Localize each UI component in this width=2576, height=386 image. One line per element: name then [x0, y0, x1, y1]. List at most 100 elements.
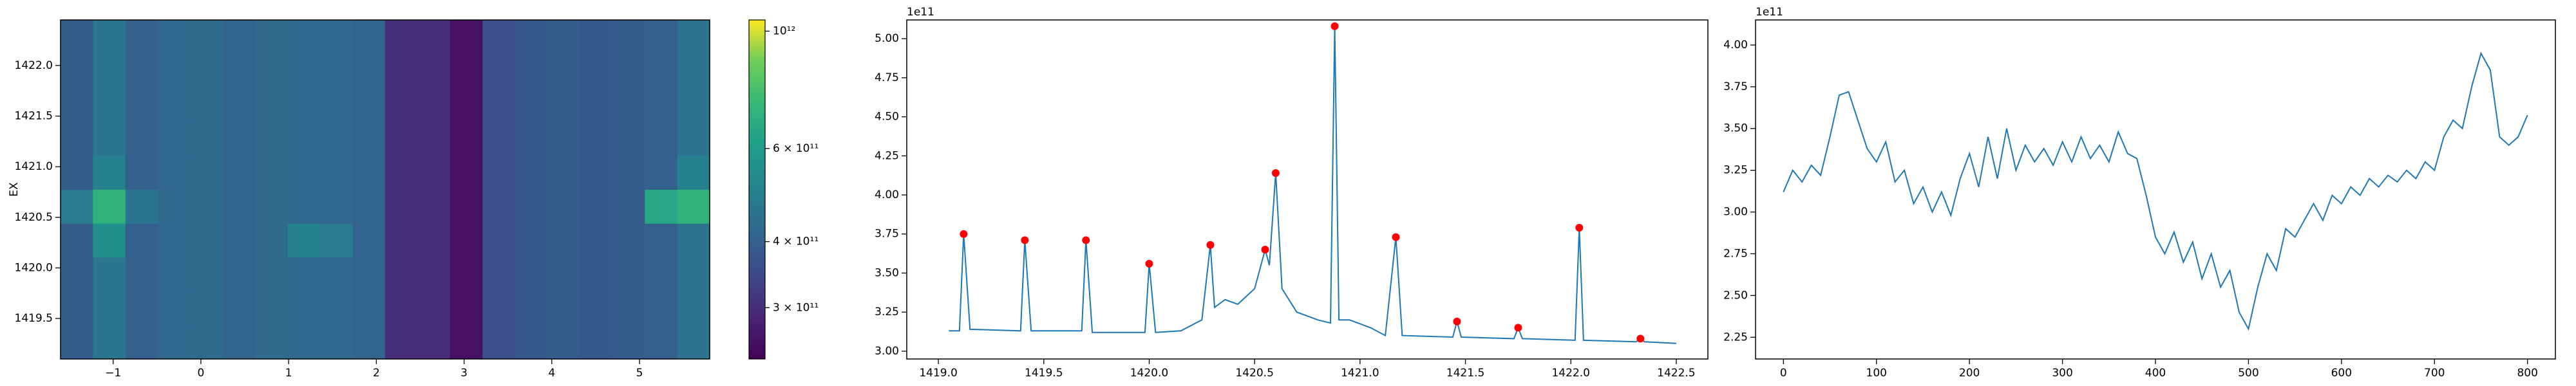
heatmap-cell	[612, 53, 645, 88]
heatmap-cell	[612, 20, 645, 55]
y-tick-label: 3.75	[1723, 80, 1748, 93]
axes-frame	[1755, 19, 2556, 360]
heatmap-cell	[417, 122, 451, 156]
heatmap-cell	[61, 122, 93, 156]
heatmap-cell	[93, 291, 126, 326]
y-axis-label: EX	[8, 182, 21, 197]
heatmap-cell	[223, 189, 256, 224]
heatmap-cell	[125, 155, 158, 190]
heatmap-cell	[158, 20, 191, 55]
x-tick-label: 300	[2052, 367, 2072, 380]
heatmap-cell	[515, 189, 548, 224]
heatmap-cell	[320, 87, 354, 122]
y-tick-label: 1420.0	[15, 261, 53, 274]
y-tick-label: 3.00	[1723, 206, 1748, 219]
heatmap-cell	[612, 87, 645, 122]
heatmap-cell	[645, 122, 678, 156]
heatmap-cell	[320, 257, 354, 292]
heatmap-cell	[547, 53, 580, 88]
heatmap-cell	[352, 20, 386, 55]
heatmap-cell	[612, 223, 645, 258]
heatmap-cell	[580, 155, 613, 190]
heatmap-cell	[547, 20, 580, 55]
heatmap-cell	[61, 257, 93, 292]
heatmap-cell	[255, 189, 289, 224]
heatmap-cell	[612, 122, 645, 156]
y-tick-label: 4.25	[875, 149, 899, 162]
heatmap-cell	[93, 87, 126, 122]
heatmap-cell	[352, 325, 386, 360]
heatmap-cell	[482, 53, 516, 88]
heatmap-cell	[158, 87, 191, 122]
line	[1783, 51, 2528, 331]
heatmap-cell	[450, 53, 483, 88]
heatmap-cell	[223, 223, 256, 258]
heatmap-cell	[190, 257, 223, 292]
heatmap-cell	[515, 257, 548, 292]
heatmap-cell	[515, 223, 548, 258]
offset-label: 1e11	[907, 6, 934, 19]
heatmap-cell	[385, 257, 418, 292]
heatmap-cell	[255, 53, 289, 88]
heatmap-cell	[352, 155, 386, 190]
heatmap-cell	[417, 223, 451, 258]
x-tick-label: 1419.0	[919, 367, 957, 380]
heatmap-cell	[385, 155, 418, 190]
heatmap-cell	[352, 122, 386, 156]
y-tick-label: 3.50	[875, 266, 899, 279]
heatmap-cell	[645, 325, 678, 360]
y-tick-label: 4.50	[875, 111, 899, 124]
x-tick-label: 1421.5	[1446, 367, 1484, 380]
heatmap-cell	[450, 325, 483, 360]
heatmap-cell	[93, 53, 126, 88]
heatmap-cell	[223, 53, 256, 88]
x-tick-label: 1420.5	[1235, 367, 1273, 380]
heatmap-cell	[645, 20, 678, 55]
heatmap-cell	[580, 87, 613, 122]
heatmap-cell	[352, 53, 386, 88]
y-tick-label: 2.75	[1723, 247, 1748, 260]
x-tick-label: 700	[2424, 367, 2445, 380]
heatmap-cell	[547, 291, 580, 326]
y-tick-label: 3.25	[1723, 164, 1748, 177]
heatmap-cell	[61, 223, 93, 258]
peak-marker	[1636, 335, 1645, 343]
heatmap-cell	[61, 20, 93, 55]
peak-marker	[1261, 246, 1269, 253]
y-tick-label: 1420.5	[15, 211, 53, 224]
heatmap-cell	[223, 325, 256, 360]
peak-marker	[1575, 224, 1584, 232]
heatmap-cell	[125, 87, 158, 122]
heatmap-cell	[385, 189, 418, 224]
heatmap-cell	[645, 223, 678, 258]
heatmap-cell	[385, 291, 418, 326]
heatmap-cell	[320, 223, 354, 258]
heatmap-cell	[190, 87, 223, 122]
heatmap-cell	[352, 87, 386, 122]
y-tick-label: 1421.0	[15, 160, 53, 173]
x-tick-label: 4	[548, 367, 555, 380]
heatmap-cell	[320, 325, 354, 360]
heatmap-cell	[417, 189, 451, 224]
heatmap-cell	[482, 325, 516, 360]
heatmap-cell	[580, 291, 613, 326]
x-tick-label: 800	[2517, 367, 2537, 380]
y-tick-label: 5.00	[875, 32, 899, 45]
y-tick-label: 3.75	[875, 228, 899, 241]
heatmap-cell	[547, 155, 580, 190]
heatmap-cell	[580, 20, 613, 55]
y-tick-label: 1421.5	[15, 109, 53, 122]
heatmap-cell	[645, 291, 678, 326]
heatmap-cell	[482, 291, 516, 326]
heatmap-cell	[223, 291, 256, 326]
heatmap-cell	[580, 223, 613, 258]
heatmap-cell	[287, 223, 321, 258]
x-tick-label: 600	[2331, 367, 2352, 380]
heatmap-cell	[482, 257, 516, 292]
heatmap-cell	[223, 155, 256, 190]
heatmap-cell	[93, 257, 126, 292]
heatmap-cell	[677, 20, 710, 55]
heatmap-cell	[158, 291, 191, 326]
heatmap-cell	[255, 87, 289, 122]
